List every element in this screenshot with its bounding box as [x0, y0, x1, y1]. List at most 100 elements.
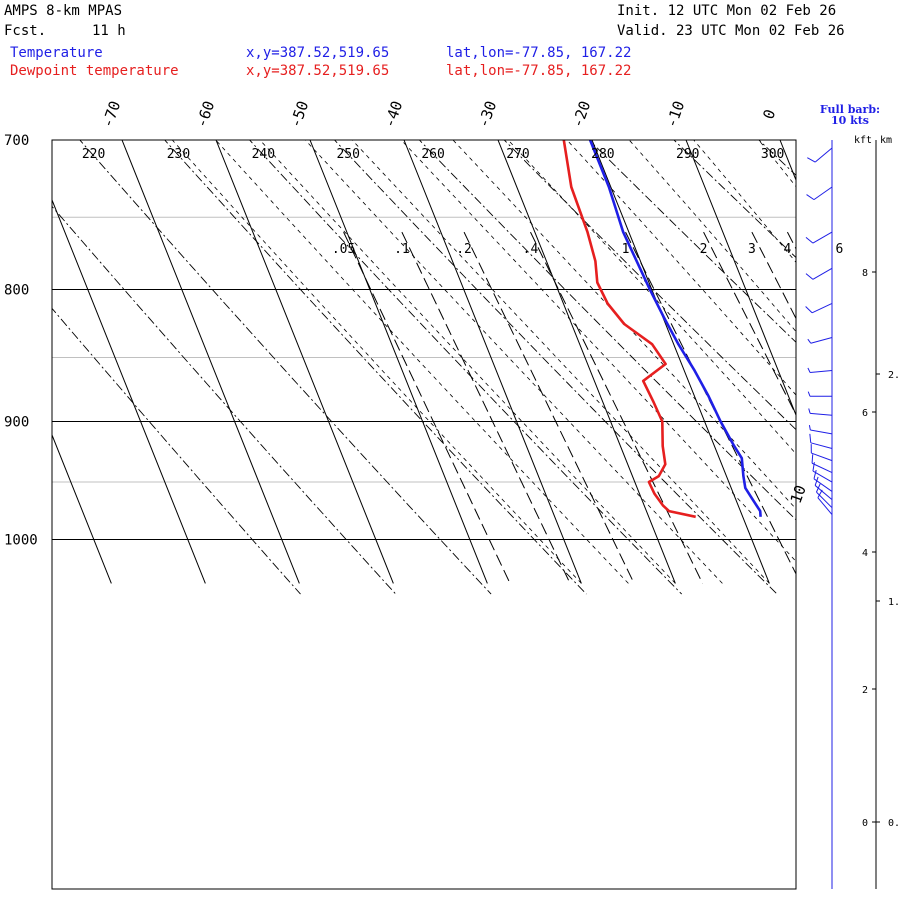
wind-barb-flag: [814, 476, 819, 486]
mixing-ratio-line: [703, 231, 796, 416]
pressure-label: 900: [4, 414, 29, 430]
isotherm: [52, 198, 206, 584]
moist-adiabat: [507, 140, 796, 455]
moist-adiabat: [400, 140, 796, 562]
temperature-label: -10: [662, 98, 688, 130]
isotherm: [874, 140, 900, 583]
wind-barb-flag: [809, 433, 812, 443]
legend-dewpoint: Dewpoint temperature: [10, 63, 179, 79]
wind-barb-flag: [808, 425, 811, 431]
wind-barb-flag: [811, 454, 814, 464]
wind-barb-flag: [805, 306, 813, 314]
mixing-ratio-line: [839, 232, 900, 583]
valid-time: Valid. 23 UTC Mon 02 Feb 26: [617, 23, 845, 39]
wind-barb-flag: [805, 273, 814, 280]
isotherm: [309, 140, 488, 584]
temperature-label: 0: [759, 107, 779, 122]
theta-label: 270: [506, 147, 529, 162]
dewpoint-line: [562, 140, 696, 519]
wind-barb-flag: [807, 338, 812, 344]
temperature-label: -40: [380, 98, 406, 130]
legend-dewpoint-latlon: lat,lon=-77.85, 167.22: [446, 63, 632, 79]
temperature-label: -70: [98, 98, 124, 130]
kft-tick-label: 2: [862, 685, 868, 696]
wind-barb: [810, 429, 833, 435]
temperature-label: -60: [192, 98, 218, 130]
wind-barb: [810, 337, 833, 344]
isotherm: [403, 140, 582, 584]
moist-adiabat: [693, 140, 796, 263]
wind-barb: [811, 462, 833, 474]
wind-barb-flag: [815, 483, 821, 493]
isotherm: [215, 140, 394, 584]
mixing-ratio-label: 6: [835, 242, 843, 257]
dry-adiabat: [673, 140, 796, 259]
theta-label: 230: [167, 147, 190, 162]
dry-adiabat: [827, 124, 900, 594]
kft-tick-label: 0: [862, 818, 868, 829]
theta-label: 260: [421, 147, 444, 162]
theta-label: 290: [676, 147, 699, 162]
wind-barb: [814, 147, 833, 163]
km-tick-label: 0.: [888, 818, 900, 829]
mixing-ratio-line: [463, 231, 635, 584]
wind-barb: [812, 231, 833, 244]
moist-adiabat: [259, 140, 676, 584]
wind-barb-flag: [807, 367, 811, 373]
mixing-ratio-line: [530, 231, 704, 584]
moist-adiabat: [452, 140, 796, 510]
dry-adiabat: [418, 140, 796, 521]
theta-label: 300: [761, 147, 784, 162]
isotherm: [591, 140, 770, 584]
wind-barb: [812, 267, 833, 280]
moist-adiabat: [215, 140, 629, 584]
wind-barb: [810, 442, 833, 450]
wind-barb-flag: [812, 462, 815, 472]
km-tick-label: 1.: [888, 597, 900, 608]
wind-barb: [811, 452, 833, 462]
temperature-line: [588, 140, 762, 517]
kft-tick-label: 6: [862, 408, 868, 419]
kft-axis-label: kft: [854, 135, 872, 146]
mixing-ratio-label: .2: [456, 242, 472, 257]
dry-adiabat: [52, 307, 301, 595]
wind-barb: [810, 370, 833, 373]
dry-adiabat: [248, 140, 683, 595]
wind-barb-flag: [805, 237, 814, 244]
kft-tick-label: 8: [862, 268, 868, 279]
isotherm: [52, 433, 112, 584]
wind-barb: [810, 412, 833, 416]
mixing-ratio-line: [343, 231, 511, 584]
dry-adiabat: [52, 205, 397, 595]
barb-legend-line1: Full barb:: [819, 103, 881, 116]
mixing-ratio-label: 2: [700, 242, 708, 257]
moist-adiabat: [566, 140, 796, 396]
wind-barb: [811, 303, 833, 314]
km-tick-label: 2.: [888, 370, 900, 381]
mixing-ratio-label: .1: [394, 242, 410, 257]
dry-adiabat: [588, 140, 796, 343]
isotherm: [497, 140, 676, 584]
kft-tick-label: 4: [862, 548, 868, 559]
isotherm: [685, 140, 796, 417]
theta-label: 220: [82, 147, 105, 162]
isotherm: [0, 140, 17, 583]
wind-barb-flag: [808, 408, 811, 414]
mixing-ratio-line: [401, 231, 571, 584]
wind-barb-flag: [806, 194, 815, 201]
wind-barb: [812, 470, 833, 483]
dry-adiabat: [164, 140, 587, 595]
wind-barb-flag: [807, 157, 816, 163]
wind-barb-flag: [817, 489, 823, 498]
moist-adiabat: [628, 140, 796, 333]
moist-adiabat: [351, 140, 770, 584]
model-title: AMPS 8-km MPAS: [4, 3, 123, 19]
temperature-label: -30: [474, 98, 500, 130]
moist-adiabat: [304, 140, 723, 584]
mixing-ratio-label: 4: [784, 242, 792, 257]
dry-adiabat: [503, 140, 796, 431]
mixing-ratio-line: [878, 232, 900, 583]
temperature-label: -20: [568, 98, 594, 130]
plot-frame: [51, 139, 797, 890]
